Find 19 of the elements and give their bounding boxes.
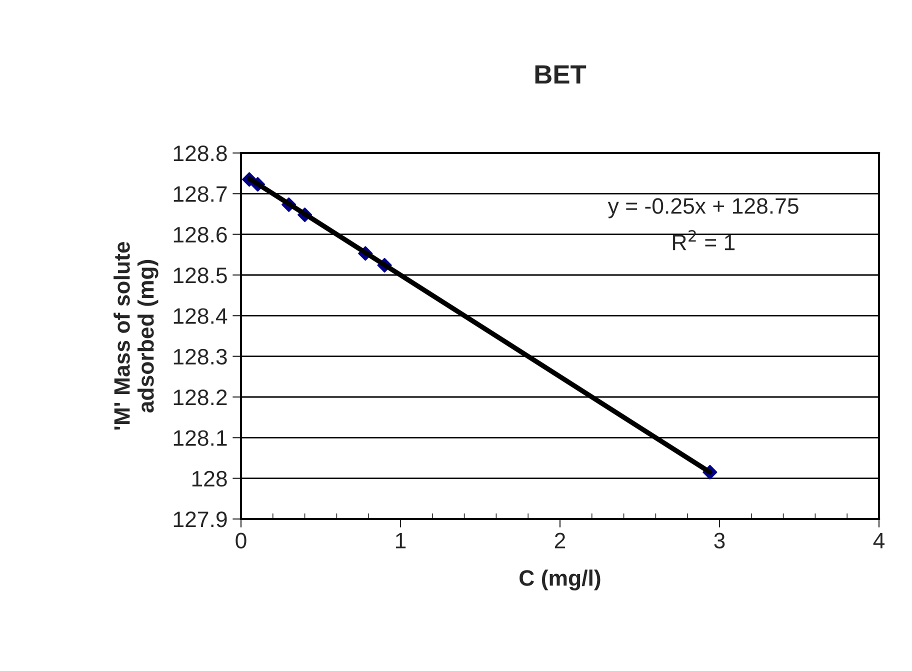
y-tick-label: 128.7 [174, 186, 227, 202]
x-tick-label: 4 [873, 533, 885, 548]
y-tick-label: 128.8 [174, 146, 227, 162]
chart-title: BET [535, 65, 586, 84]
y-tick-label: 128 [192, 470, 227, 487]
y-tick-label: 128.1 [174, 430, 227, 446]
x-tick-label: 0 [236, 532, 246, 549]
annotation: y = -0.25x + 128.75 [608, 198, 798, 218]
x-axis-title: C (mg/l) [520, 570, 600, 590]
y-tick-label: 128.6 [174, 226, 227, 243]
y-tick-label: 128.3 [174, 348, 227, 365]
y-tick-label: 128.4 [174, 308, 228, 324]
x-tick-label: 1 [396, 533, 406, 548]
y-axis-title: 'M' Mass of solute adsorbed (mg) [114, 242, 158, 430]
y-tick-label: 128.2 [174, 390, 227, 406]
y-tick-label: 128.5 [174, 268, 227, 284]
y-tick-label: 127.9 [174, 512, 227, 528]
x-tick-label: 3 [714, 532, 725, 549]
x-tick-label: 2 [554, 532, 566, 548]
